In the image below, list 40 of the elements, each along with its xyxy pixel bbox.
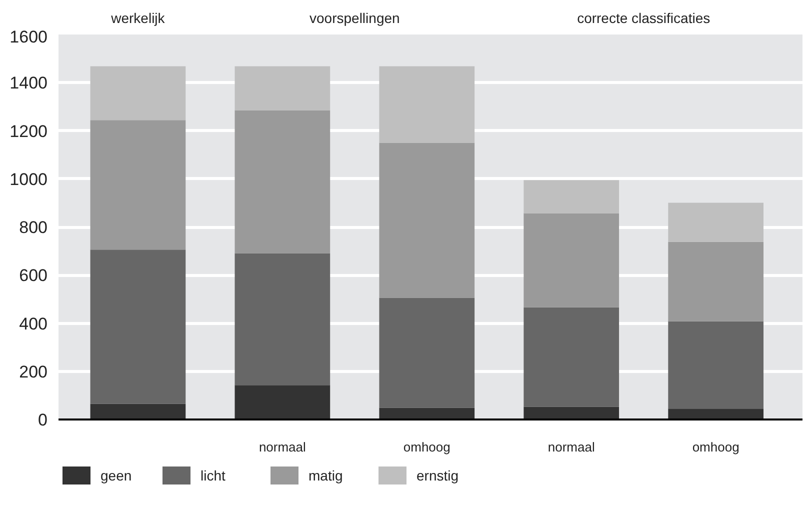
legend-label: geen xyxy=(100,468,132,484)
x-tick-label: omhoog xyxy=(403,440,450,454)
y-tick-label: 200 xyxy=(19,362,48,382)
y-tick-label: 800 xyxy=(19,218,48,237)
bar xyxy=(668,202,764,242)
bar xyxy=(379,298,475,408)
legend-label: matig xyxy=(308,468,343,484)
y-tick-label: 400 xyxy=(19,314,48,334)
bar xyxy=(524,213,620,308)
bar xyxy=(379,66,475,143)
bar xyxy=(234,66,330,110)
y-tick-label: 1200 xyxy=(10,122,48,141)
bar xyxy=(668,408,764,420)
y-tick-label: 600 xyxy=(19,266,48,286)
y-tick-label: 1400 xyxy=(10,74,48,93)
bar xyxy=(379,408,475,420)
bar xyxy=(668,321,764,409)
text: werkelijk xyxy=(110,10,166,26)
bar xyxy=(234,385,330,420)
y-tick-label: 1600 xyxy=(10,28,48,46)
bar xyxy=(90,250,186,404)
legend-label: licht xyxy=(200,468,226,484)
bar xyxy=(668,242,764,322)
bar xyxy=(524,406,620,420)
bar xyxy=(90,120,186,250)
bar xyxy=(90,404,186,420)
legend-label: ernstig xyxy=(416,468,459,484)
y-tick-label: 0 xyxy=(38,410,48,430)
x-tick-label: normaal xyxy=(548,440,595,454)
bar xyxy=(524,307,620,407)
x-tick-label: normaal xyxy=(258,440,306,454)
text: voorspellingen xyxy=(310,10,400,26)
bar xyxy=(234,110,330,254)
bar xyxy=(524,180,620,214)
bar xyxy=(379,142,475,298)
x-tick-label: omhoog xyxy=(692,440,740,454)
text: correcte classificaties xyxy=(577,10,710,26)
y-tick-label: 1000 xyxy=(10,170,48,189)
bar xyxy=(234,253,330,386)
bar xyxy=(90,66,186,120)
